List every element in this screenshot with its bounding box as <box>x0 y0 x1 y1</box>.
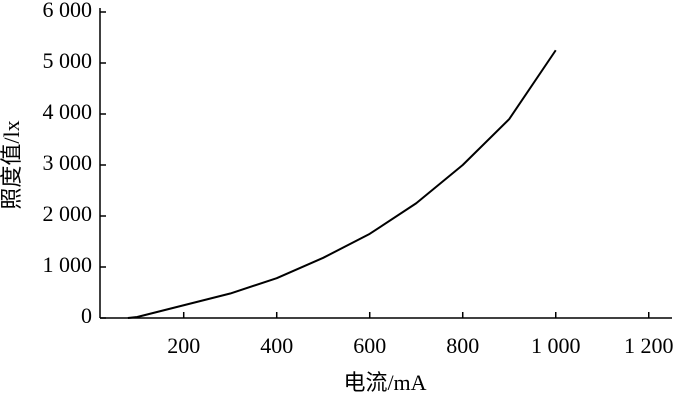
x-tick-label: 400 <box>260 333 293 358</box>
data-line <box>127 49 557 319</box>
y-tick-label: 1 000 <box>43 252 93 277</box>
y-tick-label: 0 <box>81 303 92 328</box>
y-tick-label: 4 000 <box>43 99 93 124</box>
x-tick-label: 600 <box>353 333 386 358</box>
x-tick-label: 200 <box>167 333 200 358</box>
y-axis-label: 照度值/lx <box>0 120 24 209</box>
y-tick-label: 6 000 <box>43 0 93 22</box>
y-tick-label: 5 000 <box>43 48 93 73</box>
x-tick-label: 1 200 <box>624 333 674 358</box>
x-tick-label: 1 000 <box>531 333 581 358</box>
y-tick-label: 3 000 <box>43 150 93 175</box>
x-axis-label: 电流/mA <box>343 370 426 395</box>
y-tick-label: 2 000 <box>43 201 93 226</box>
x-tick-label: 800 <box>446 333 479 358</box>
